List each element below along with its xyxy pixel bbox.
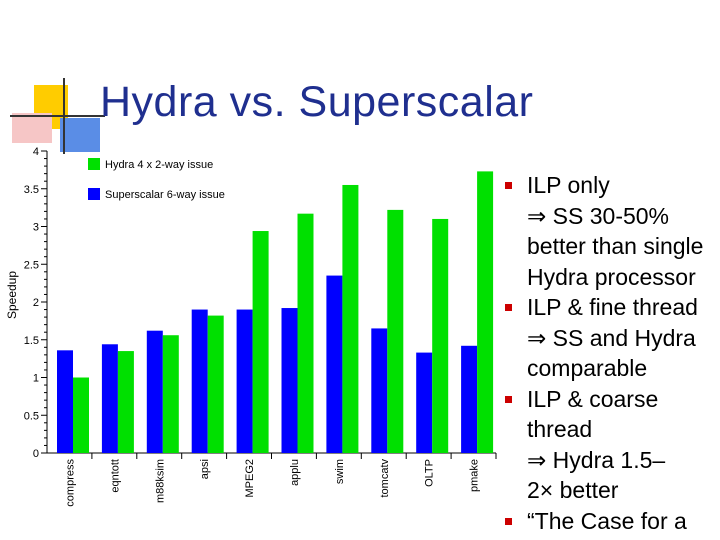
bullet-text: ILP & fine thread (527, 294, 698, 320)
bullet-text: Hydra processor (527, 263, 696, 290)
bullet-continuation: comparable (505, 353, 720, 384)
slide-title: Hydra vs. Superscalar (100, 78, 534, 126)
x-tick-label: eqntott (109, 459, 121, 493)
bullet-continuation: ⇒ Hydra 1.5– (505, 445, 720, 476)
bar-hydra-1 (117, 351, 134, 453)
legend-label-0: Hydra 4 x 2-way issue (105, 159, 213, 171)
y-tick-label: 1 (33, 373, 39, 385)
x-tick-label: compress (64, 459, 76, 507)
bar-hydra-5 (297, 213, 314, 453)
x-tick-label: applu (289, 459, 301, 486)
bullet-continuation: Hydra processor (505, 262, 720, 293)
logo-square-pink (12, 113, 52, 143)
bar-superscalar-4 (236, 309, 253, 453)
legend-label-1: Superscalar 6-way issue (105, 189, 225, 201)
y-tick-label: 1.5 (24, 335, 39, 347)
x-tick-label: m88ksim (154, 459, 166, 503)
bullet-item: ILP & coarse (505, 384, 720, 415)
bullet-text: “The Case for a (527, 507, 687, 534)
bullet-continuation: 2× better (505, 475, 720, 506)
bullet-list: ILP only ⇒ SS 30-50% better than single Hyd… (505, 170, 720, 540)
bullet-continuation: thread (505, 414, 720, 445)
bullet-marker-icon (505, 304, 512, 311)
bullet-text: ILP only (527, 172, 610, 198)
bar-hydra-3 (207, 315, 224, 453)
bar-superscalar-6 (326, 275, 343, 453)
bar-superscalar-2 (146, 330, 163, 453)
bar-hydra-2 (162, 335, 179, 453)
bullet-item: ILP only (505, 170, 720, 201)
bar-hydra-4 (252, 231, 269, 453)
bullet-continuation: better than single (505, 231, 720, 262)
bullet-marker-icon (505, 182, 512, 189)
y-tick-label: 2 (33, 297, 39, 309)
bullet-text: better than single (527, 233, 704, 259)
bullet-text: 2× better (527, 477, 619, 503)
y-tick-label: 4 (33, 146, 39, 158)
bar-superscalar-9 (461, 345, 478, 453)
bullet-text: thread (527, 416, 593, 442)
bar-superscalar-7 (371, 328, 388, 453)
logo-square-blue (60, 118, 100, 152)
bullet-marker-icon (505, 517, 512, 525)
legend-swatch-0 (88, 158, 100, 170)
x-tick-label: tomcatv (379, 459, 391, 498)
bullet-text: ⇒ SS 30-50% (527, 202, 670, 229)
x-tick-label: pmake (469, 459, 481, 492)
legend-swatch-1 (88, 188, 100, 200)
bullet-text: ILP & coarse (527, 385, 659, 412)
bullet-marker-icon (505, 395, 512, 403)
y-tick-label: 0.5 (24, 410, 39, 422)
x-tick-label: OLTP (424, 459, 436, 487)
bullet-continuation: ⇒ SS 30-50% (505, 201, 720, 232)
bullet-item: ILP & fine thread (505, 292, 720, 323)
bar-superscalar-5 (281, 308, 298, 453)
bar-hydra-7 (387, 209, 404, 453)
speedup-bar-chart: 0 0.5 1 1.5 2 2.5 3 3.5 4 Speedup compress eqntott m… (5, 146, 497, 507)
logo-horizontal-line (10, 115, 105, 117)
bullet-text: ⇒ SS and Hydra (527, 324, 696, 351)
bar-hydra-8 (432, 218, 449, 453)
bar-hydra-0 (73, 377, 89, 453)
bar-superscalar-1 (101, 344, 118, 453)
y-axis-label: Speedup (5, 271, 19, 319)
y-tick-label: 2.5 (24, 259, 39, 271)
y-tick-label: 3.5 (24, 184, 39, 196)
y-tick-label: 0 (33, 448, 39, 460)
bar-superscalar-8 (416, 352, 433, 453)
bar-superscalar-0 (57, 350, 73, 453)
x-tick-label: MPEG2 (244, 459, 256, 498)
bullet-text: comparable (527, 355, 648, 381)
bar-hydra-9 (477, 171, 494, 453)
x-tick-label: swim (334, 459, 346, 484)
bullet-continuation: ⇒ SS and Hydra (505, 323, 720, 354)
bullet-text: ⇒ Hydra 1.5– (527, 446, 666, 473)
y-tick-label: 3 (33, 222, 39, 234)
bullet-item: “The Case for a (505, 506, 720, 537)
bar-superscalar-3 (191, 309, 208, 453)
x-tick-label: apsi (199, 459, 211, 479)
bar-hydra-6 (342, 184, 359, 453)
